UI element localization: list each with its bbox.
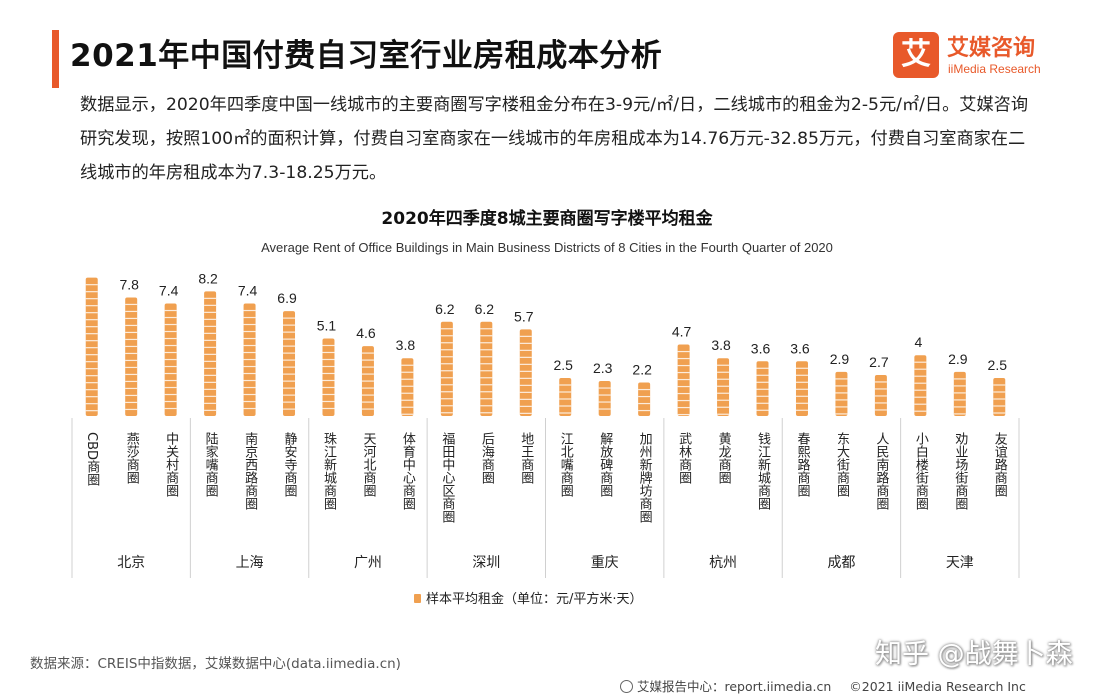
city-label: 深圳: [472, 555, 500, 571]
title-accent-bar: [52, 30, 59, 88]
district-label: 天河北商圈: [360, 432, 376, 498]
district-label: 福田中心区商圈: [439, 432, 455, 524]
value-label: 4.7: [672, 324, 692, 340]
district-label: 江北嘴商圈: [558, 432, 574, 498]
district-label: 加州新牌坊商圈: [637, 432, 653, 524]
footer: 艾媒报告中心：report.iimedia.cn ©2021 iiMedia R…: [620, 676, 1026, 695]
district-label: 东大街商圈: [834, 432, 850, 498]
value-label: 3.8: [396, 337, 416, 353]
bar-劝业场街商圈: [953, 371, 966, 416]
globe-icon: [620, 680, 633, 693]
value-label: 3.6: [751, 340, 771, 356]
district-label: 黄龙商圈: [716, 432, 732, 485]
footer-report-site: 艾媒报告中心：report.iimedia.cn: [637, 679, 832, 694]
value-label: 2.5: [988, 357, 1008, 373]
value-label: 7.4: [238, 283, 258, 299]
district-label: 春熙路商圈: [794, 432, 810, 498]
value-label: 7.8: [119, 276, 139, 292]
district-label: 钱江新城商圈: [755, 432, 771, 511]
bar-东大街商圈: [835, 371, 848, 416]
city-label: 上海: [236, 555, 264, 571]
value-label: 2.2: [632, 362, 652, 378]
bar-武林商圈: [677, 344, 690, 416]
city-label: 广州: [354, 555, 382, 571]
data-source: 数据来源：CREIS中指数据，艾媒数据中心(data.iimedia.cn): [30, 656, 401, 672]
district-label: 小白楼街商圈: [913, 432, 929, 511]
value-label: 2.3: [593, 360, 613, 376]
page-title: 2021年中国付费自习室行业房租成本分析: [70, 38, 663, 74]
value-label: 3.6: [790, 340, 810, 356]
district-label: 珠江新城商圈: [321, 432, 337, 511]
legend-swatch: [414, 594, 421, 603]
bar-友谊路商圈: [993, 378, 1006, 416]
district-label: 友谊路商圈: [992, 431, 1008, 498]
value-label: 2.9: [830, 351, 850, 367]
chart-title: 2020年四季度8城主要商圈写字楼平均租金: [381, 209, 713, 229]
value-label: 6.2: [435, 301, 455, 317]
logo-chinese-name: 艾媒咨询: [947, 36, 1036, 61]
zhihu-watermark: 知乎 @战舞卜森: [875, 639, 1073, 670]
chart-subtitle: Average Rent of Office Buildings in Main…: [261, 240, 833, 255]
district-label: 燕莎商圈: [124, 432, 140, 485]
district-label: 人民南路商圈: [873, 432, 889, 511]
district-label: 地王商圈: [518, 432, 534, 485]
bar-小白楼街商圈: [914, 355, 927, 416]
bar-陆家嘴商圈: [204, 291, 217, 416]
district-label: 解放碑商圈: [597, 432, 613, 498]
bar-珠江新城商圈: [322, 338, 335, 416]
bar-燕莎商圈: [125, 297, 138, 416]
district-label: 陆家嘴商圈: [203, 431, 219, 498]
value-label: 8.2: [198, 270, 218, 286]
bar-江北嘴商圈: [559, 378, 572, 416]
value-label: 6.2: [475, 301, 495, 317]
iimedia-logo: 艾 艾媒咨询 iiMedia Research: [893, 30, 1073, 82]
bar-地王商圈: [519, 329, 532, 416]
footer-copyright: ©2021 iiMedia Research Inc: [849, 679, 1026, 694]
district-label: CBD商圈: [84, 432, 100, 487]
bar-钱江新城商圈: [756, 361, 769, 416]
district-label: 体育中心商圈: [400, 432, 416, 511]
district-label: 武林商圈: [676, 432, 692, 485]
legend-label: 样本平均租金（单位：元/平方米·天）: [426, 591, 643, 607]
intro-paragraph: 数据显示，2020年四季度中国一线城市的主要商圈写字楼租金分布在3-9元/㎡/日…: [80, 95, 1029, 183]
bar-加州新牌坊商圈: [638, 382, 651, 416]
value-label: 2.5: [553, 357, 573, 373]
value-label: 6.9: [277, 290, 297, 306]
value-label: 4.6: [356, 325, 376, 341]
value-label: 9.1: [80, 270, 100, 273]
district-label: 后海商圈: [479, 432, 495, 485]
city-label: 成都: [827, 555, 855, 571]
city-label: 北京: [117, 555, 145, 571]
city-label: 重庆: [591, 555, 619, 571]
city-label: 杭州: [709, 555, 737, 571]
value-label: 3.8: [711, 337, 731, 353]
value-label: 5.1: [317, 317, 337, 333]
bar-后海商圈: [480, 321, 493, 416]
district-label: 南京西路商圈: [242, 431, 258, 511]
district-label: 静安寺商圈: [282, 432, 298, 498]
bar-春熙路商圈: [795, 361, 808, 416]
bar-静安寺商圈: [283, 311, 296, 416]
bar-解放碑商圈: [598, 381, 611, 416]
value-label: 2.9: [948, 351, 968, 367]
logo-mark-icon: 艾: [893, 32, 939, 78]
city-label: 天津: [946, 555, 974, 571]
value-label: 7.4: [159, 283, 179, 299]
district-label: 劝业场街商圈: [952, 432, 968, 511]
value-label: 5.7: [514, 308, 534, 324]
logo-english-name: iiMedia Research: [948, 62, 1041, 76]
bar-福田中心区商圈: [440, 321, 453, 416]
value-label: 2.7: [869, 354, 889, 370]
district-label: 中关村商圈: [163, 432, 179, 498]
value-label: 4: [914, 334, 922, 350]
